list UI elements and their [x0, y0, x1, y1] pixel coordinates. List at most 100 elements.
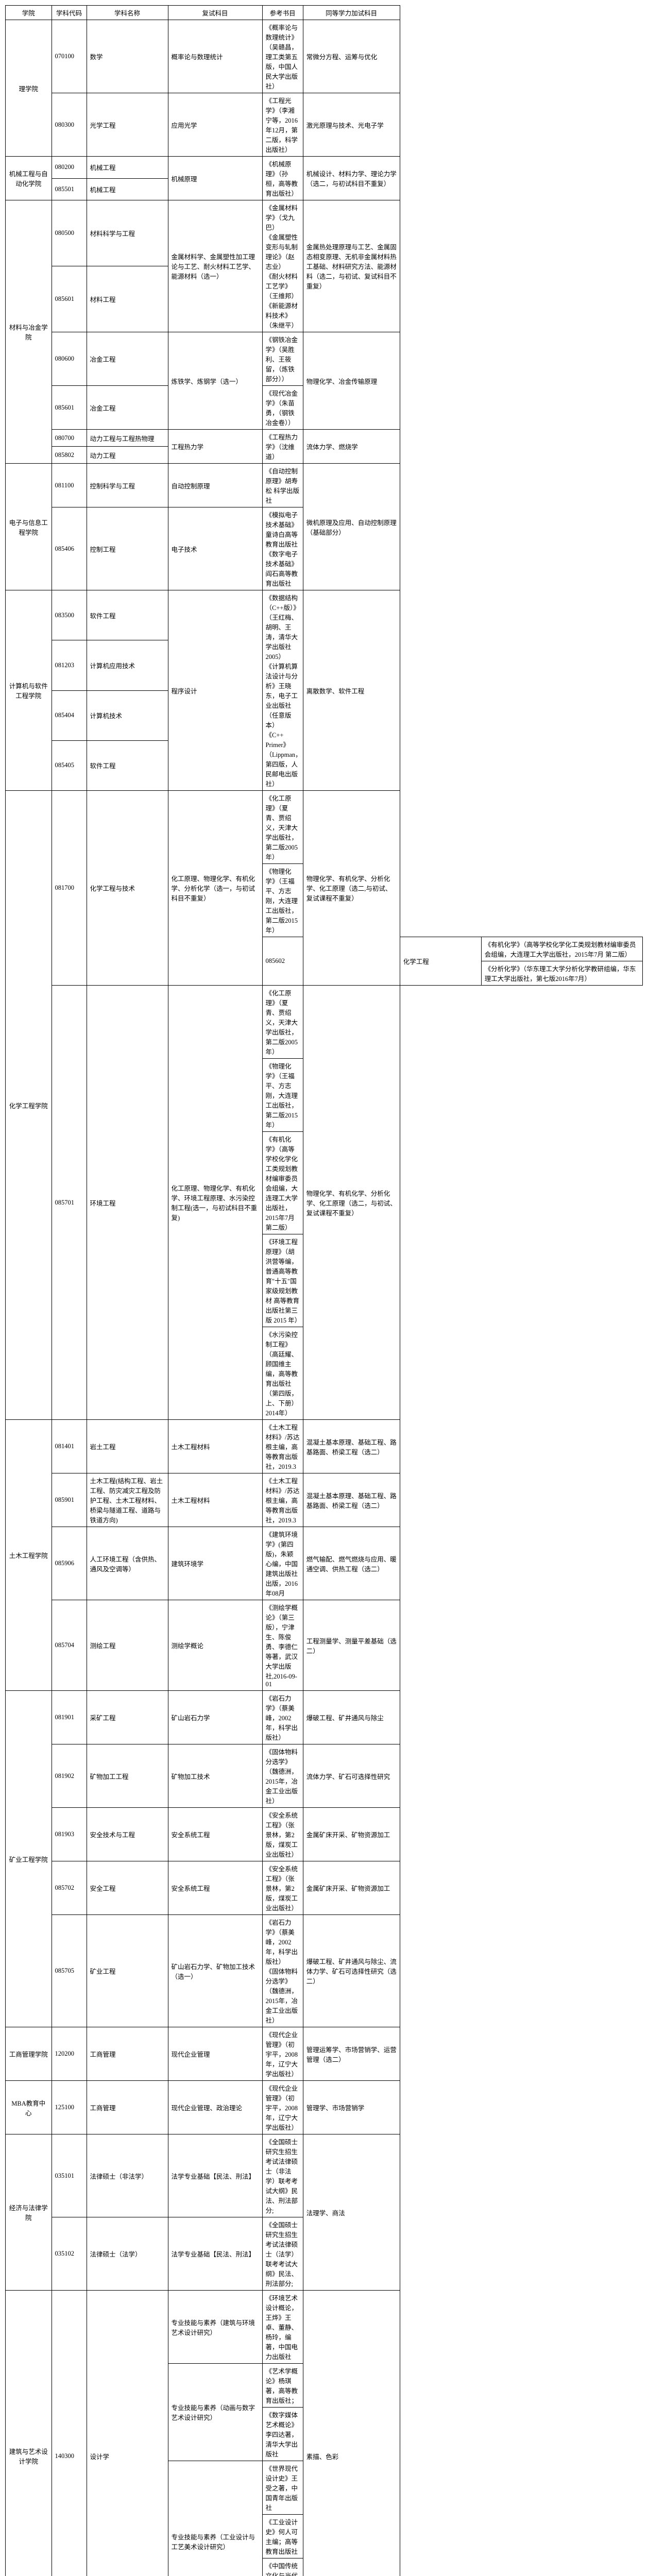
table-row: 机械工程与自动化学院080200机械工程机械原理《机械原理》（孙桓，高等教育出版… — [6, 157, 643, 179]
cell-reference: 《环境艺术设计概论，王烨》王卓、董静、杨玲，编著，中国电力出版社 — [262, 2291, 303, 2364]
cell-code: 080300 — [52, 93, 87, 157]
cell-name: 控制工程 — [87, 507, 168, 590]
cell-reference: 《水污染控制工程》（高廷耀、顾国维主编，高等教育出版社（第四版，上、下册）201… — [262, 1327, 303, 1420]
cell-reference: 《分析化学》（华东理工大学分析化学教研组编，华东理工大学出版社，第七版2016年… — [481, 961, 642, 986]
cell-name: 化学工程 — [400, 937, 481, 986]
cell-code: 085406 — [52, 507, 87, 590]
cell-exam-subject: 测绘学概论 — [168, 1600, 262, 1691]
table-row: 081903安全技术与工程安全系统工程《安全系统工程》（张景林，第2版，煤炭工业… — [6, 1808, 643, 1861]
cell-equivalent: 素描、色彩 — [303, 2291, 400, 2576]
cell-college: 计算机与软件工程学院 — [6, 590, 52, 791]
cell-exam-subject: 专业技能与素养（工业设计与工艺美术设计研究） — [168, 2461, 262, 2576]
table-row: 080300光学工程应用光学《工程光学》（李湘宁等，2016年12月，第二版，科… — [6, 93, 643, 157]
cell-college: 化学工程学院 — [6, 791, 52, 1420]
cell-code: 085601 — [52, 266, 87, 332]
cell-exam-subject: 现代企业管理 — [168, 2027, 262, 2081]
cell-name: 数学 — [87, 20, 168, 93]
cell-reference: 《工程热力学》（沈维道） — [262, 430, 303, 464]
cell-equivalent: 混凝土基本原理、基础工程、路基路面、桥梁工程（选二） — [303, 1473, 400, 1527]
cell-code: 085702 — [52, 1861, 87, 1915]
cell-code: 085705 — [52, 1915, 87, 2027]
cell-name: 法律硕士（法学） — [87, 2217, 168, 2291]
cell-code: 085701 — [52, 986, 87, 1420]
table-row: 085702安全工程安全系统工程《安全系统工程》（张景林，第2版，煤炭工业出版社… — [6, 1861, 643, 1915]
cell-code: 125100 — [52, 2081, 87, 2134]
cell-reference: 《概率论与数理统计》（吴赣昌，理工类第五版，中国人民大学出版社） — [262, 20, 303, 93]
cell-equivalent: 法理学、商法 — [303, 2134, 400, 2291]
cell-name: 矿业工程 — [87, 1915, 168, 2027]
cell-exam-subject: 专业技能与素养（建筑与环境艺术设计研究） — [168, 2291, 262, 2364]
cell-reference: 《岩石力学》（蔡美峰，2002年，科学出版社） — [262, 1691, 303, 1744]
cell-reference: 《工业设计史》何人可主编；高等教育出版社 — [262, 2515, 303, 2558]
cell-code: 081203 — [52, 640, 87, 690]
cell-code: 085405 — [52, 740, 87, 790]
cell-reference: 《化工原理》（夏青、贾绍义，天津大学出版社，第二版2005年） — [262, 986, 303, 1059]
cell-equivalent: 微机原理及应用、自动控制原理（基础部分） — [303, 464, 400, 590]
cell-name: 工商管理 — [87, 2027, 168, 2081]
cell-name: 光学工程 — [87, 93, 168, 157]
cell-name: 设计学 — [87, 2291, 168, 2576]
cell-code: 080700 — [52, 430, 87, 447]
cell-name: 控制科学与工程 — [87, 464, 168, 507]
cell-equivalent: 物理化学、有机化学、分析化学、化工原理（选二，与初试、复试课程不重复） — [303, 986, 400, 1420]
cell-reference: 《全国硕士研究生招生考试法律硕士（法学）联考考试大纲》民法、刑法部分; — [262, 2217, 303, 2291]
cell-reference: 《安全系统工程》（张景林，第2版，煤炭工业出版社） — [262, 1861, 303, 1915]
cell-reference: 《测绘学概论》（第三版），宁津生、陈俊勇、李德仁等著，武汉大学出版社,2016-… — [262, 1600, 303, 1691]
cell-reference: 《工程光学》（李湘宁等，2016年12月，第二版，科学出版社） — [262, 93, 303, 157]
table-header: 学科代码 — [52, 6, 87, 20]
table-header: 参考书目 — [262, 6, 303, 20]
cell-code: 081700 — [52, 791, 87, 986]
cell-exam-subject: 法学专业基础【民法、刑法】 — [168, 2217, 262, 2291]
cell-exam-subject: 专业技能与素养（动画与数字艺术设计研究） — [168, 2364, 262, 2461]
cell-college: 机械工程与自动化学院 — [6, 157, 52, 200]
cell-code: 120200 — [52, 2027, 87, 2081]
cell-exam-subject: 建筑环境学 — [168, 1527, 262, 1600]
cell-name: 材料工程 — [87, 266, 168, 332]
cell-reference: 《中国传统文化与当代设计》孙德明著，社会科学文献出版社 — [262, 2558, 303, 2576]
cell-exam-subject: 矿物加工技术 — [168, 1744, 262, 1808]
cell-exam-subject: 程序设计 — [168, 590, 262, 791]
cell-equivalent: 管理运筹学、市场营销学、运营管理（选二） — [303, 2027, 400, 2081]
table-row: 计算机与软件工程学院083500软件工程程序设计《数据结构（C++版）》（王红梅… — [6, 590, 643, 640]
table-header: 复试科目 — [168, 6, 262, 20]
cell-equivalent: 工程测量学、测量平差基础（选二） — [303, 1600, 400, 1691]
cell-reference: 《岩石力学》（蔡美峰，2002年，科学出版社） 《固体物料分选学》（魏德洲，20… — [262, 1915, 303, 2027]
table-row: 建筑与艺术设计学院140300设计学专业技能与素养（建筑与环境艺术设计研究）《环… — [6, 2291, 643, 2364]
cell-reference: 《数据结构（C++版）》（王红梅、胡明、王涛，清华大学出版社 2005） 《计算… — [262, 590, 303, 791]
cell-code: 085602 — [262, 937, 303, 986]
table-row: 工商管理学院120200工商管理现代企业管理《现代企业管理》（初宇平，2008年… — [6, 2027, 643, 2081]
cell-reference: 《世界现代设计史》王受之著，中国青年出版社 — [262, 2461, 303, 2515]
cell-equivalent: 爆破工程、矿井通风与除尘、流体力学、矿石可选择性研究（选二） — [303, 1915, 400, 2027]
table-row: 085906人工环境工程（含供热、通风及空调等）建筑环境学《建筑环境学》(第四版… — [6, 1527, 643, 1600]
cell-equivalent: 金属矿床开采、矿物资源加工 — [303, 1861, 400, 1915]
cell-equivalent: 流体力学、矿石可选择性研究 — [303, 1744, 400, 1808]
cell-reference: 《艺术学概论》杨琪著，高等教育出版社； — [262, 2364, 303, 2408]
cell-reference: 《现代企业管理》（初宇平，2008年，辽宁大学出版社） — [262, 2027, 303, 2081]
cell-reference: 《安全系统工程》（张景林，第2版，煤炭工业出版社） — [262, 1808, 303, 1861]
cell-equivalent: 燃气输配、燃气燃烧与应用、暖通空调、供热工程（选二） — [303, 1527, 400, 1600]
cell-code: 035102 — [52, 2217, 87, 2291]
cell-equivalent: 流体力学、燃烧学 — [303, 430, 400, 464]
cell-reference: 《金属材料学》（戈九巴） 《金属塑性变形与轧制理论》（赵志业） 《耐火材料工艺学… — [262, 200, 303, 332]
cell-exam-subject: 现代企业管理、政治理论 — [168, 2081, 262, 2134]
cell-reference: 《化工原理》（夏青、贾绍义，天津大学出版社，第二版2005年） — [262, 791, 303, 864]
cell-equivalent: 混凝土基本原理、基础工程、路基路面、桥梁工程（选二） — [303, 1420, 400, 1473]
cell-code: 081401 — [52, 1420, 87, 1473]
cell-name: 工商管理 — [87, 2081, 168, 2134]
cell-name: 化学工程与技术 — [87, 791, 168, 986]
cell-code: 085501 — [52, 178, 87, 200]
cell-code: 080500 — [52, 200, 87, 266]
cell-code: 085906 — [52, 1527, 87, 1600]
cell-name: 安全工程 — [87, 1861, 168, 1915]
cell-exam-subject: 概率论与数理统计 — [168, 20, 262, 93]
table-header: 学科名称 — [87, 6, 168, 20]
cell-reference: 《有机化学》（高等学校化学化工类规划教材编审委员会组编，大连理工大学出版社，20… — [481, 937, 642, 961]
cell-college: 经济与法律学院 — [6, 2134, 52, 2291]
table-row: 085701环境工程化工原理、物理化学、有机化学、环境工程原理、水污染控制工程(… — [6, 986, 643, 1059]
cell-name: 软件工程 — [87, 590, 168, 640]
cell-code: 085802 — [52, 447, 87, 464]
cell-reference: 《钢铁冶金学》（吴胜利、王筱留，（炼铁部分）） — [262, 332, 303, 386]
cell-name: 机械工程 — [87, 178, 168, 200]
cell-name: 冶金工程 — [87, 332, 168, 386]
cell-exam-subject: 土木工程材料 — [168, 1473, 262, 1527]
